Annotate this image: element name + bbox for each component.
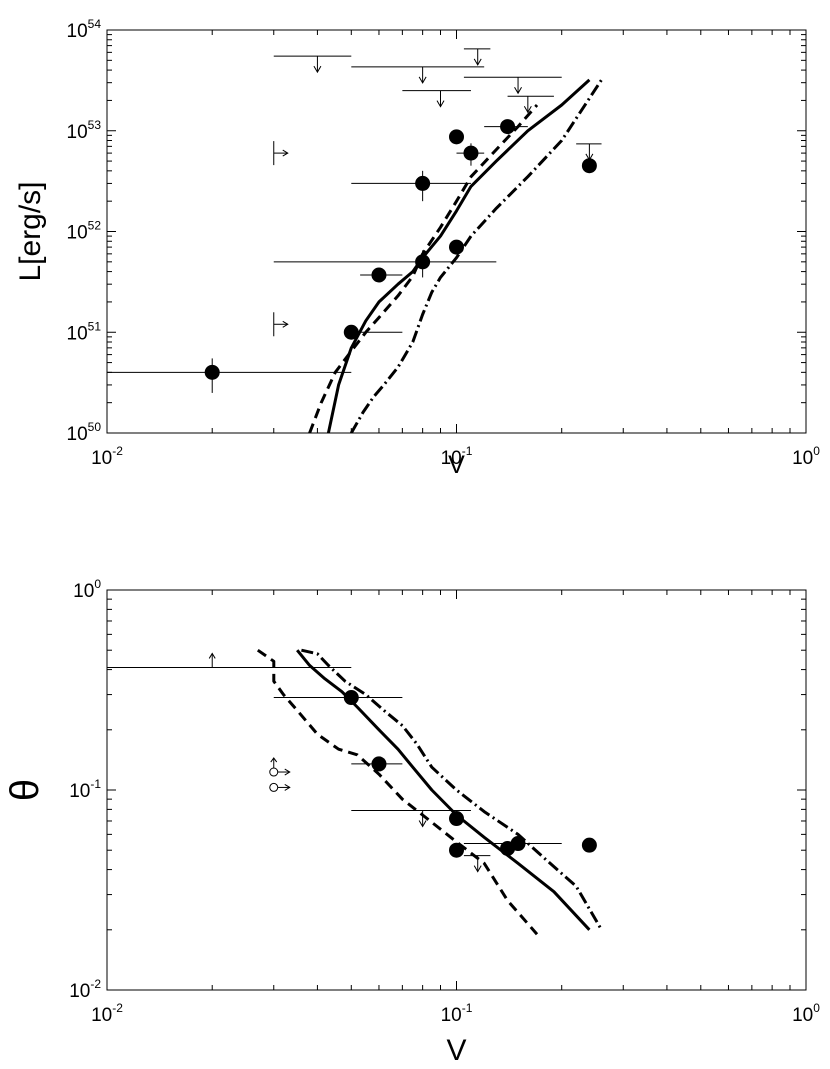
y-tick-label: 1052 (67, 219, 102, 244)
x-tick-label: 100 (792, 444, 820, 469)
x-axis-label: V (446, 1034, 466, 1067)
open-marker-arrowhead (284, 768, 291, 776)
x-lower-limit-head (282, 320, 289, 328)
data-point (415, 254, 431, 270)
data-point (449, 239, 464, 255)
data-point (343, 690, 359, 706)
plot-area (107, 48, 603, 433)
upper-limit-arrow (514, 77, 522, 95)
upper-limit-arrow (473, 855, 482, 873)
data-point (581, 837, 597, 853)
plot-area (107, 648, 603, 936)
upper-limit-head (514, 86, 522, 95)
upper-limit-arrow (418, 810, 427, 828)
y-axis-label: θ (3, 779, 47, 801)
upper-limit-arrow (585, 143, 594, 161)
x-lower-limit-head (282, 149, 289, 157)
open-marker-arrowhead (284, 784, 291, 791)
data-point (449, 811, 464, 827)
upper-limit-arrow (313, 56, 322, 74)
data-point (500, 119, 516, 135)
upper-limit-head (523, 105, 532, 114)
upper-limit-head (436, 100, 445, 108)
x-lower-limit-arrow (273, 141, 289, 166)
y-tick-label: 1053 (67, 118, 102, 143)
y-tick-label: 10-1 (69, 777, 101, 802)
data-point (510, 836, 526, 852)
y-tick-label: 100 (73, 577, 101, 602)
curve-dashdot (301, 648, 603, 931)
x-axis-label: V (448, 451, 465, 479)
top-panel: 10-2 10-1 100 1050 1051 1052 1053 1054 V L[erg/s] (14, 17, 820, 479)
y-tick-label: 1054 (67, 17, 102, 42)
data-point (204, 364, 220, 380)
y-tick-label: 1051 (67, 319, 102, 344)
data-point (449, 129, 464, 145)
open-marker-up-arrowhead (270, 757, 278, 763)
upper-limit-head (418, 820, 427, 828)
data-point (415, 175, 431, 191)
x-tick-label: 10-2 (91, 1001, 123, 1026)
data-point (371, 267, 387, 283)
open-marker-circle (269, 782, 279, 792)
x-tick-label: 10-1 (441, 1001, 473, 1026)
upper-limit-arrow (436, 90, 445, 108)
upper-limit-arrow (473, 48, 482, 66)
x-tick-label: 10-1 (441, 444, 473, 469)
lower-limit-arrow (208, 652, 216, 668)
y-axis-label: L[erg/s] (14, 181, 47, 281)
x-tick-label: 10-2 (91, 444, 123, 469)
upper-limit-arrow (418, 66, 427, 84)
data-point (343, 324, 359, 340)
upper-limit-head (585, 153, 594, 161)
open-marker (269, 757, 291, 777)
lower-limit-head (208, 652, 216, 659)
curve-dashed (308, 104, 539, 433)
curve-solid (296, 649, 591, 931)
upper-limit-head (418, 76, 427, 84)
x-lower-limit-arrow (273, 312, 289, 337)
upper-limit-arrow (523, 96, 532, 114)
upper-limit-head (473, 865, 482, 873)
data-point (463, 145, 479, 161)
upper-limit-head (313, 65, 322, 74)
x-tick-label: 100 (792, 1001, 820, 1026)
y-tick-label: 1050 (67, 420, 102, 445)
open-marker-circle (269, 767, 279, 777)
upper-limit-head (473, 58, 482, 66)
y-tick-label: 10-2 (69, 977, 101, 1002)
plot-frame (106, 589, 807, 991)
open-marker (269, 782, 291, 792)
curve-dashdot (349, 79, 603, 433)
data-point (449, 842, 464, 858)
data-point (371, 756, 387, 772)
data-point (581, 158, 597, 174)
curve-dashed (256, 648, 539, 936)
bottom-panel: 10-2 10-1 100 10-2 10-1 100 Vθ (3, 577, 820, 1067)
